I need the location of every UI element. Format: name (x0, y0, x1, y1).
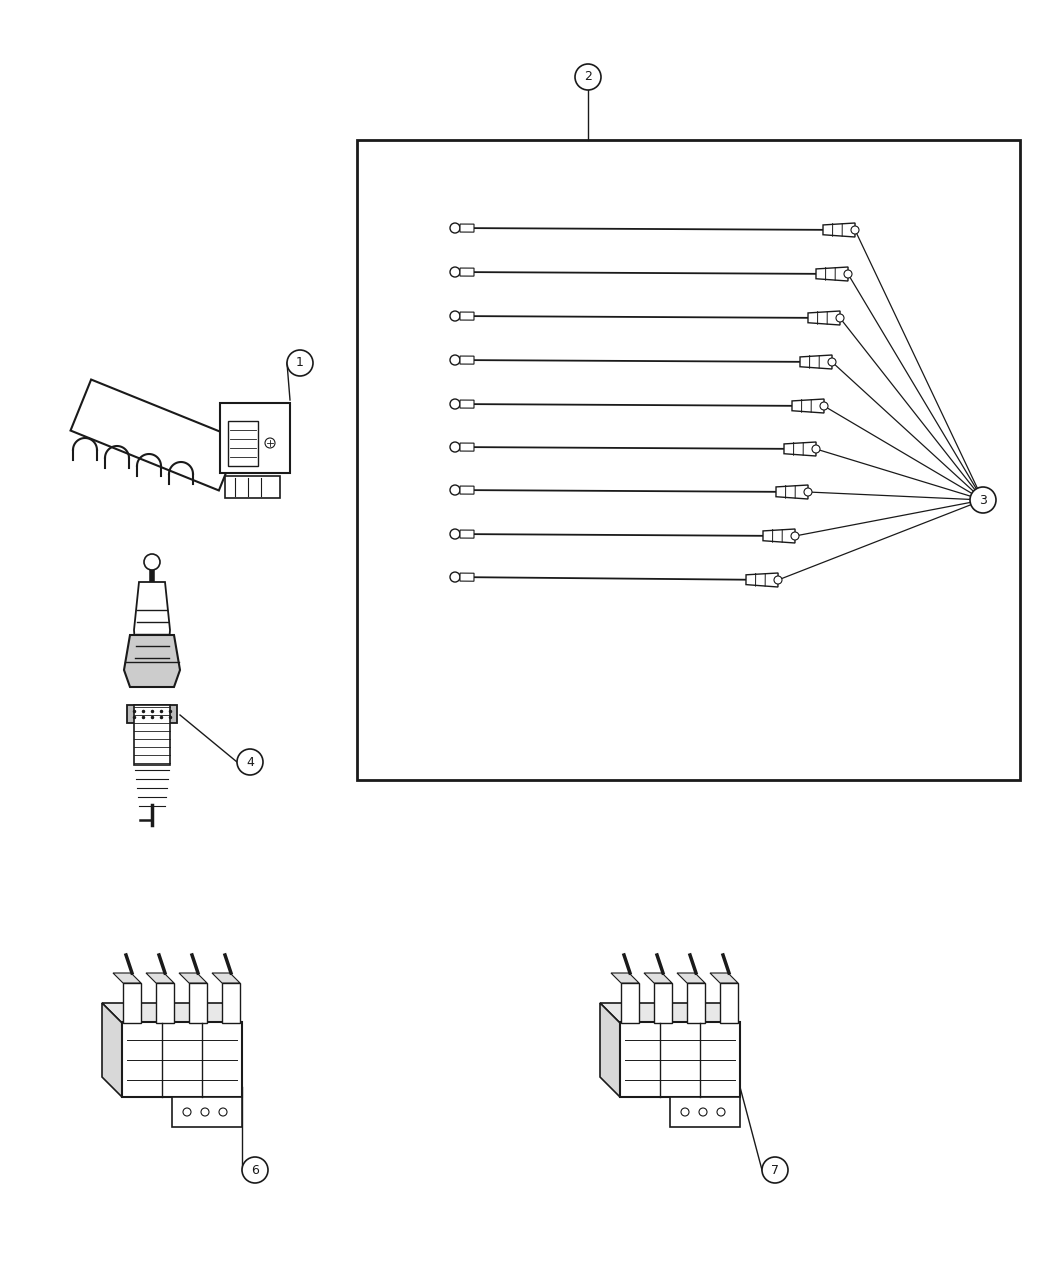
Polygon shape (460, 312, 474, 320)
Polygon shape (746, 573, 778, 587)
Circle shape (237, 749, 264, 775)
Polygon shape (102, 1003, 122, 1097)
Circle shape (681, 1108, 689, 1117)
Polygon shape (124, 634, 180, 687)
Bar (122, 1022, 242, 1097)
Polygon shape (677, 973, 705, 984)
Circle shape (265, 437, 275, 448)
Bar (220, 403, 290, 473)
Polygon shape (460, 400, 474, 408)
Bar (172, 1097, 242, 1127)
Polygon shape (800, 356, 832, 370)
Polygon shape (776, 485, 808, 499)
Polygon shape (179, 973, 207, 984)
Circle shape (717, 1108, 725, 1117)
Polygon shape (460, 269, 474, 276)
Circle shape (804, 489, 812, 496)
Text: 2: 2 (584, 70, 592, 83)
Circle shape (844, 270, 852, 278)
Text: 7: 7 (770, 1164, 779, 1177)
Circle shape (450, 530, 460, 538)
Circle shape (450, 267, 460, 278)
Polygon shape (460, 573, 474, 581)
Bar (123, 984, 141, 1023)
Bar (189, 984, 207, 1023)
Circle shape (699, 1108, 707, 1117)
Polygon shape (460, 486, 474, 494)
Bar (687, 984, 705, 1023)
Circle shape (450, 223, 460, 233)
Circle shape (287, 350, 313, 376)
Bar (620, 1022, 740, 1097)
Circle shape (144, 554, 160, 570)
Bar (670, 1097, 740, 1127)
Circle shape (219, 1108, 227, 1117)
Polygon shape (460, 530, 474, 538)
Circle shape (820, 402, 828, 411)
Circle shape (201, 1108, 209, 1117)
Bar (720, 984, 738, 1023)
Circle shape (790, 532, 799, 540)
Polygon shape (784, 443, 816, 457)
Circle shape (450, 443, 460, 451)
Circle shape (851, 226, 859, 234)
Circle shape (450, 485, 460, 495)
Polygon shape (823, 223, 855, 237)
Polygon shape (644, 973, 672, 984)
Text: 4: 4 (246, 756, 254, 769)
Bar (225, 476, 280, 498)
Circle shape (828, 358, 836, 366)
Circle shape (812, 445, 820, 453)
Polygon shape (134, 582, 170, 670)
Polygon shape (763, 530, 795, 544)
Polygon shape (710, 973, 738, 984)
Circle shape (774, 576, 782, 585)
Circle shape (242, 1157, 268, 1183)
Polygon shape (460, 356, 474, 365)
Text: 3: 3 (979, 494, 987, 506)
Circle shape (762, 1157, 788, 1183)
Text: 6: 6 (251, 1164, 259, 1177)
Polygon shape (792, 399, 824, 413)
Bar (126, 705, 177, 723)
Bar (653, 984, 672, 1023)
Polygon shape (113, 973, 141, 984)
Polygon shape (71, 380, 239, 490)
Polygon shape (147, 973, 174, 984)
Circle shape (575, 64, 601, 90)
Circle shape (970, 487, 996, 513)
Bar (222, 984, 240, 1023)
Polygon shape (808, 311, 840, 325)
Bar (228, 421, 258, 466)
Circle shape (450, 399, 460, 409)
Polygon shape (460, 224, 474, 231)
Bar (357, 139, 1020, 780)
Bar (156, 984, 174, 1023)
Polygon shape (816, 267, 848, 281)
Circle shape (450, 356, 460, 365)
Circle shape (836, 315, 844, 322)
Circle shape (450, 311, 460, 321)
Text: 1: 1 (296, 357, 304, 370)
Polygon shape (212, 973, 240, 984)
Circle shape (183, 1108, 191, 1117)
Polygon shape (102, 1003, 242, 1023)
Polygon shape (600, 1003, 740, 1023)
Circle shape (450, 572, 460, 582)
Bar (134, 705, 170, 765)
Polygon shape (600, 1003, 620, 1097)
Polygon shape (460, 443, 474, 451)
Polygon shape (611, 973, 639, 984)
Bar (621, 984, 639, 1023)
